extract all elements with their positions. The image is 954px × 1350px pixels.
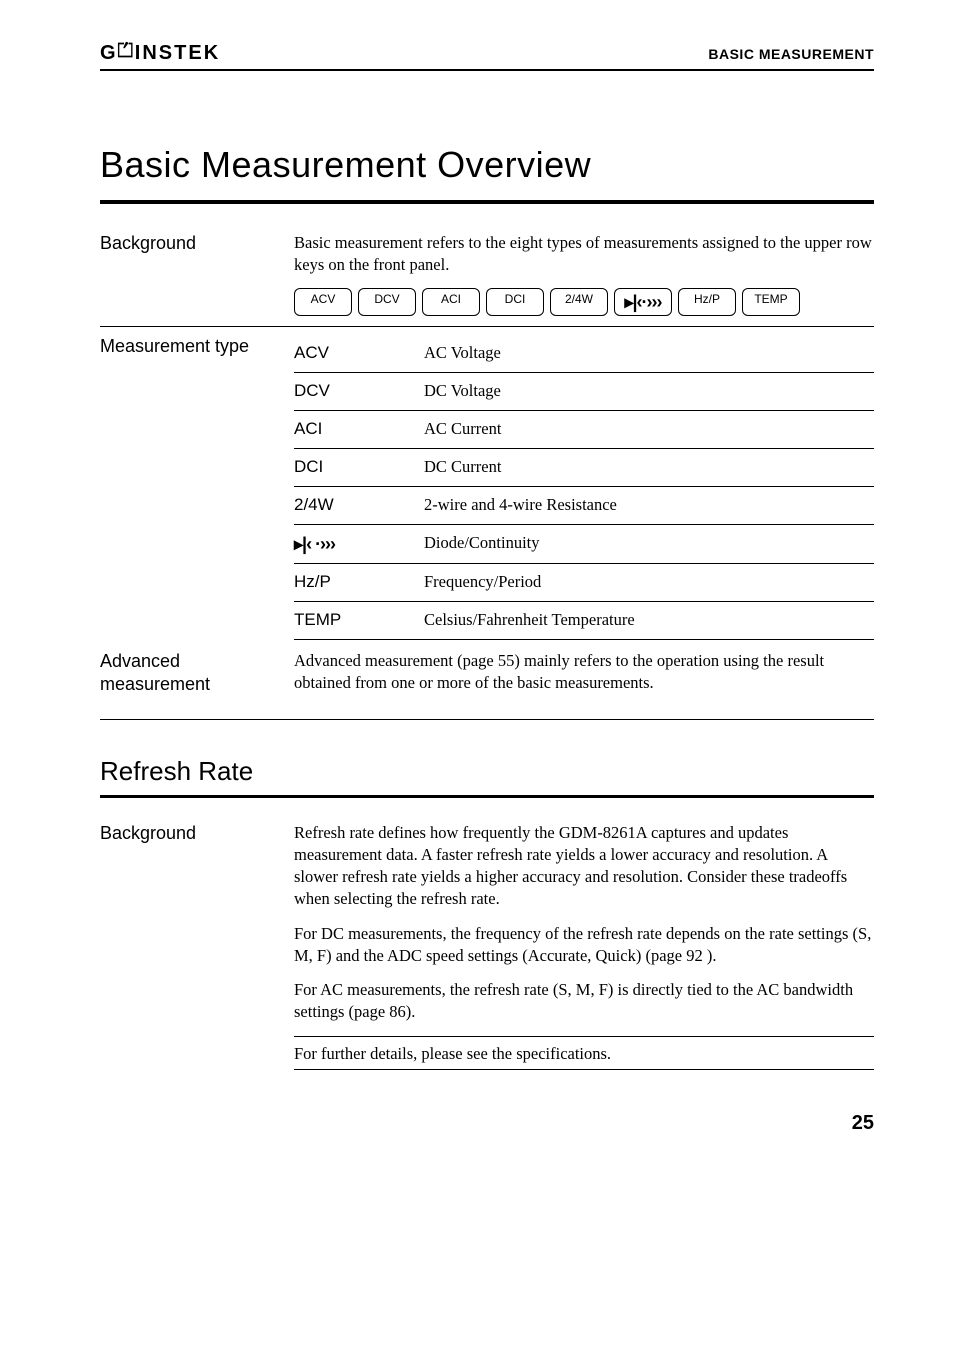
advanced-label: Advanced measurement xyxy=(100,650,270,697)
diode-continuity-icon: ▸|‹ ·››› xyxy=(294,532,424,556)
key-24w: 2/4W xyxy=(550,288,608,316)
table-row: DCI DC Current xyxy=(294,449,874,487)
key-aci: ACI xyxy=(422,288,480,316)
rule xyxy=(294,1036,874,1037)
refresh-heading: Refresh Rate xyxy=(100,754,874,789)
key-dcv: DCV xyxy=(358,288,416,316)
brand-text: G⏍INSTEK xyxy=(100,40,220,64)
key-acv: ACV xyxy=(294,288,352,316)
mt-key: DCV xyxy=(294,380,424,403)
diode-icon: ▸|‹·››› xyxy=(624,292,661,312)
background-body: Basic measurement refers to the eight ty… xyxy=(294,232,874,323)
measurement-type-table: ACV AC Voltage DCV DC Voltage ACI AC Cur… xyxy=(294,335,874,640)
advanced-body: Advanced measurement (page 55) mainly re… xyxy=(294,650,874,707)
table-row: ▸|‹ ·››› Diode/Continuity xyxy=(294,525,874,564)
rule xyxy=(294,1069,874,1070)
table-row: TEMP Celsius/Fahrenheit Temperature xyxy=(294,602,874,640)
mt-key: TEMP xyxy=(294,609,424,632)
background-text: Basic measurement refers to the eight ty… xyxy=(294,232,874,277)
table-row: 2/4W 2-wire and 4-wire Resistance xyxy=(294,487,874,525)
mt-key: 2/4W xyxy=(294,494,424,517)
page-number: 25 xyxy=(100,1110,874,1137)
page-title: Basic Measurement Overview xyxy=(100,141,874,190)
key-row: ACV DCV ACI DCI 2/4W ▸|‹·››› Hz/P TEMP xyxy=(294,288,874,316)
refresh-p2: For DC measurements, the frequency of th… xyxy=(294,923,874,968)
key-diode: ▸|‹·››› xyxy=(614,288,672,316)
refresh-p4: For further details, please see the spec… xyxy=(294,1043,874,1065)
mt-key: ACI xyxy=(294,418,424,441)
refresh-block: Background Refresh rate defines how freq… xyxy=(100,822,874,1070)
advanced-text: Advanced measurement (page 55) mainly re… xyxy=(294,650,874,695)
measurement-type-block: Measurement type ACV AC Voltage DCV DC V… xyxy=(100,335,874,640)
table-row: ACV AC Voltage xyxy=(294,335,874,373)
key-hzp: Hz/P xyxy=(678,288,736,316)
mt-val: 2-wire and 4-wire Resistance xyxy=(424,494,874,517)
measurement-type-label: Measurement type xyxy=(100,335,270,358)
mt-key: ACV xyxy=(294,342,424,365)
advanced-block: Advanced measurement Advanced measuremen… xyxy=(100,650,874,720)
mt-val: AC Current xyxy=(424,418,874,441)
header-bar: G⏍INSTEK BASIC MEASUREMENT xyxy=(100,40,874,71)
refresh-p1: Refresh rate defines how frequently the … xyxy=(294,822,874,911)
brand-logo: G⏍INSTEK xyxy=(100,40,220,67)
mt-val: Celsius/Fahrenheit Temperature xyxy=(424,609,874,632)
background-label: Background xyxy=(100,232,270,255)
title-rule xyxy=(100,200,874,204)
mt-val: DC Voltage xyxy=(424,380,874,403)
table-row: DCV DC Voltage xyxy=(294,373,874,411)
mt-val: AC Voltage xyxy=(424,342,874,365)
key-temp: TEMP xyxy=(742,288,800,316)
rule xyxy=(100,326,874,327)
key-dci: DCI xyxy=(486,288,544,316)
mt-key: Hz/P xyxy=(294,571,424,594)
mt-val: Diode/Continuity xyxy=(424,532,874,556)
mt-val: DC Current xyxy=(424,456,874,479)
section-title: BASIC MEASUREMENT xyxy=(708,45,874,64)
table-row: Hz/P Frequency/Period xyxy=(294,564,874,602)
refresh-rule xyxy=(100,795,874,798)
refresh-p3: For AC measurements, the refresh rate (S… xyxy=(294,979,874,1024)
mt-val: Frequency/Period xyxy=(424,571,874,594)
refresh-label: Background xyxy=(100,822,270,845)
refresh-body: Refresh rate defines how frequently the … xyxy=(294,822,874,1070)
background-block: Background Basic measurement refers to t… xyxy=(100,232,874,323)
table-row: ACI AC Current xyxy=(294,411,874,449)
mt-key: DCI xyxy=(294,456,424,479)
